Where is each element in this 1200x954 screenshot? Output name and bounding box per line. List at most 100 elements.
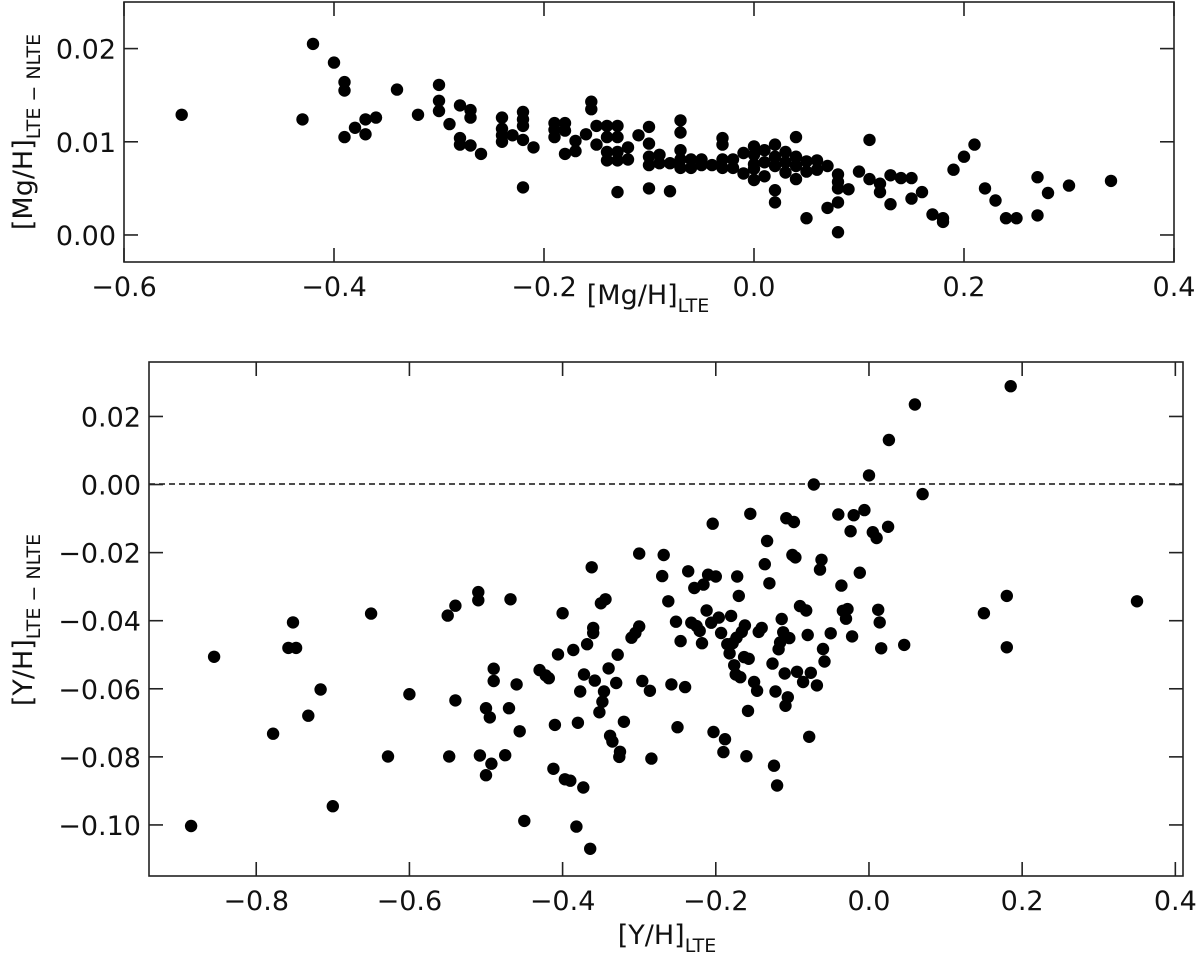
- data-point: [824, 627, 837, 640]
- data-point: [779, 156, 792, 169]
- data-point: [695, 158, 708, 172]
- data-point: [835, 579, 848, 592]
- data-point: [789, 551, 802, 564]
- data-point: [712, 611, 725, 624]
- data-point: [663, 185, 677, 198]
- data-point: [499, 749, 512, 762]
- data-point: [1130, 595, 1144, 608]
- data-point: [611, 130, 624, 144]
- data-point: [789, 130, 803, 144]
- data-point: [653, 157, 666, 170]
- data-point: [633, 547, 646, 560]
- data-point: [844, 525, 857, 538]
- data-point: [737, 167, 750, 180]
- data-point: [684, 161, 698, 175]
- data-point: [718, 733, 732, 746]
- data-point: [716, 138, 729, 151]
- data-point: [810, 154, 824, 167]
- data-point: [707, 725, 720, 739]
- data-point: [693, 624, 706, 638]
- data-point: [831, 226, 845, 239]
- data-point: [697, 578, 710, 591]
- data-point: [599, 593, 612, 606]
- x-tick-label: 0.2: [1001, 886, 1044, 917]
- data-point: [669, 615, 683, 628]
- data-point: [485, 757, 498, 770]
- data-point: [800, 165, 813, 178]
- data-point: [884, 198, 897, 211]
- data-point: [999, 212, 1013, 225]
- top-data-points: [175, 37, 1118, 239]
- data-point: [364, 607, 378, 620]
- data-point: [804, 666, 817, 679]
- data-point: [579, 128, 593, 141]
- data-point: [728, 659, 741, 672]
- x-tick-label: −0.4: [301, 272, 367, 303]
- data-point: [516, 181, 530, 194]
- y-tick-label: −0.04: [58, 607, 141, 638]
- top-axes-frame: [123, 1, 1175, 263]
- data-point: [779, 145, 792, 159]
- bottom-scatter-panel: −0.8 −0.6 −0.4 −0.2 0.0 0.2 0.4 0.02 0.00 −0.02 −0…: [8, 361, 1197, 954]
- data-point: [643, 684, 657, 697]
- y-tick-label: −0.08: [58, 743, 141, 774]
- data-point: [567, 643, 580, 657]
- data-point: [570, 820, 583, 833]
- data-point: [747, 162, 761, 175]
- data-point: [705, 158, 719, 172]
- data-point: [556, 607, 569, 620]
- data-point: [796, 675, 810, 689]
- data-point: [758, 558, 771, 571]
- data-point: [768, 159, 782, 173]
- data-point: [441, 609, 454, 622]
- data-point: [732, 589, 745, 603]
- data-point: [207, 650, 221, 663]
- data-point: [542, 672, 555, 685]
- data-point: [548, 718, 562, 732]
- data-point: [621, 141, 635, 154]
- data-point: [926, 208, 939, 221]
- data-point: [671, 721, 684, 734]
- data-point: [870, 531, 883, 545]
- data-point: [577, 781, 590, 794]
- data-point: [821, 201, 834, 215]
- data-point: [738, 619, 752, 632]
- data-point: [915, 185, 929, 199]
- data-point: [449, 694, 462, 707]
- data-point: [184, 819, 198, 833]
- bottom-axes-frame: [148, 361, 1184, 877]
- data-point: [564, 774, 577, 787]
- data-point: [327, 56, 341, 69]
- x-tick-label: −0.2: [683, 886, 749, 917]
- data-point: [1004, 380, 1017, 393]
- data-point: [633, 620, 646, 633]
- data-point: [832, 508, 845, 521]
- data-point: [873, 185, 887, 199]
- data-point: [611, 648, 624, 661]
- top-y-axis-label: [Mg/H]LTE − NLTE: [8, 34, 45, 230]
- data-point: [853, 566, 866, 579]
- data-point: [585, 103, 598, 116]
- data-point: [750, 684, 764, 697]
- x-tick-label: 0.2: [943, 272, 986, 303]
- data-point: [714, 626, 728, 640]
- data-point: [296, 113, 309, 126]
- data-point: [314, 683, 327, 696]
- data-point: [585, 561, 598, 574]
- data-point: [665, 678, 678, 691]
- data-point: [863, 172, 876, 186]
- data-point: [600, 130, 614, 144]
- data-point: [611, 119, 624, 133]
- x-tick-label: 0.4: [1154, 886, 1197, 917]
- data-point: [989, 194, 1002, 207]
- data-point: [977, 607, 991, 620]
- data-point: [580, 638, 594, 651]
- data-point: [593, 706, 606, 719]
- data-point: [516, 119, 530, 133]
- data-point: [747, 148, 761, 161]
- data-point: [810, 163, 824, 176]
- data-point: [487, 674, 500, 688]
- data-point: [504, 593, 517, 606]
- data-point: [807, 478, 820, 491]
- data-point: [443, 117, 456, 131]
